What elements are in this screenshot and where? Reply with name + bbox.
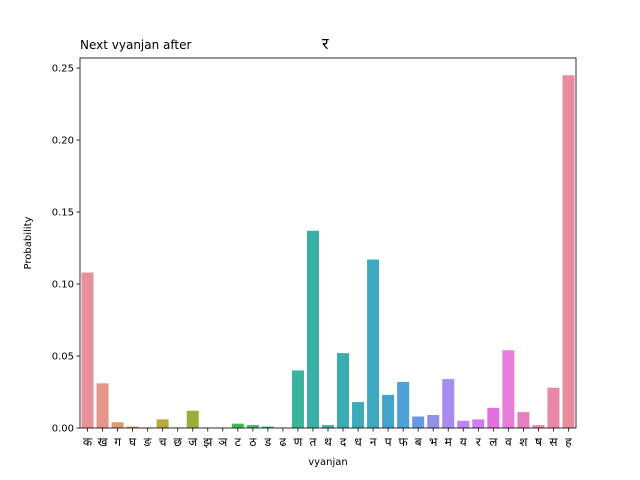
x-tick-label: क <box>83 435 93 449</box>
bar-1 <box>96 383 109 428</box>
x-tick-label: द <box>340 435 347 449</box>
x-tick-label: झ <box>203 435 213 449</box>
bar-27 <box>487 407 500 428</box>
bar-22 <box>412 416 425 428</box>
bar-10 <box>231 423 244 428</box>
x-tick-label: त <box>310 435 318 449</box>
y-tick-label: 0.15 <box>52 208 74 219</box>
x-tick-label: र <box>476 435 482 449</box>
bar-23 <box>427 415 440 428</box>
x-tick-label: ह <box>565 435 572 449</box>
chart-title: Next vyanjan after <box>80 38 191 52</box>
bar-32 <box>562 75 575 428</box>
x-tick-label: म <box>445 435 453 449</box>
x-tick-label: ण <box>294 435 303 449</box>
bar-31 <box>547 387 560 428</box>
x-axis-title: vyanjan <box>308 457 348 468</box>
x-tick-label: ठ <box>249 435 257 449</box>
x-tick-label: न <box>370 435 377 449</box>
bars-layer <box>81 75 575 428</box>
x-tick-label: ब <box>415 435 423 449</box>
x-tick-label: ख <box>98 435 108 449</box>
bar-20 <box>382 394 395 428</box>
x-tick-label: च <box>159 435 167 449</box>
y-tick-label: 0.25 <box>52 64 74 75</box>
y-tick-label: 0.10 <box>52 280 74 291</box>
y-tick-label: 0.20 <box>52 136 74 147</box>
bar-14 <box>291 370 304 428</box>
y-tick-label: 0.05 <box>52 352 74 363</box>
x-tick-label: ज <box>188 435 198 449</box>
x-tick-label: ष <box>535 435 543 449</box>
x-tick-label: य <box>460 435 468 449</box>
x-tick-label: भ <box>429 435 438 449</box>
y-tick-label: 0.00 <box>52 424 74 435</box>
bar-5 <box>156 419 169 428</box>
bar-30 <box>532 425 545 428</box>
plot-frame <box>79 57 577 429</box>
x-tick-label: ल <box>489 435 498 449</box>
bar-17 <box>337 353 350 428</box>
x-tick-label: प <box>385 435 392 449</box>
bar-16 <box>321 425 335 428</box>
x-tick-label: ग <box>114 435 121 449</box>
bar-0 <box>81 272 94 428</box>
bar-3 <box>126 426 139 428</box>
bar-18 <box>352 402 365 428</box>
y-axis-ticks: 0.00 0.05 0.10 0.15 0.20 0.25 <box>52 64 80 435</box>
bar-19 <box>367 259 380 428</box>
x-tick-label: थ <box>324 435 332 449</box>
bar-2 <box>111 422 124 428</box>
x-tick-label: ञ <box>218 435 228 449</box>
bar-28 <box>502 350 515 428</box>
x-tick-label: ङ <box>143 435 152 449</box>
chart-title-character: र <box>322 34 329 53</box>
bar-12 <box>261 426 274 428</box>
bar-29 <box>517 412 530 428</box>
bar-24 <box>442 379 455 428</box>
x-tick-label: ट <box>235 435 242 449</box>
y-axis-title: Probability <box>23 216 34 269</box>
x-tick-label: स <box>549 435 558 449</box>
x-tick-label: व <box>505 435 512 449</box>
x-tick-label: श <box>519 435 528 449</box>
bar-15 <box>306 230 319 428</box>
x-tick-label: फ <box>399 435 409 449</box>
x-tick-label: ढ <box>280 435 287 449</box>
x-tick-label: ड <box>264 435 272 449</box>
bar-25 <box>457 420 470 428</box>
bar-26 <box>472 419 485 428</box>
bar-7 <box>186 410 199 428</box>
bar-21 <box>397 381 410 428</box>
x-tick-label: ध <box>354 435 362 449</box>
bar-11 <box>246 425 259 428</box>
x-tick-label: घ <box>129 435 137 449</box>
x-tick-label: छ <box>173 435 182 449</box>
